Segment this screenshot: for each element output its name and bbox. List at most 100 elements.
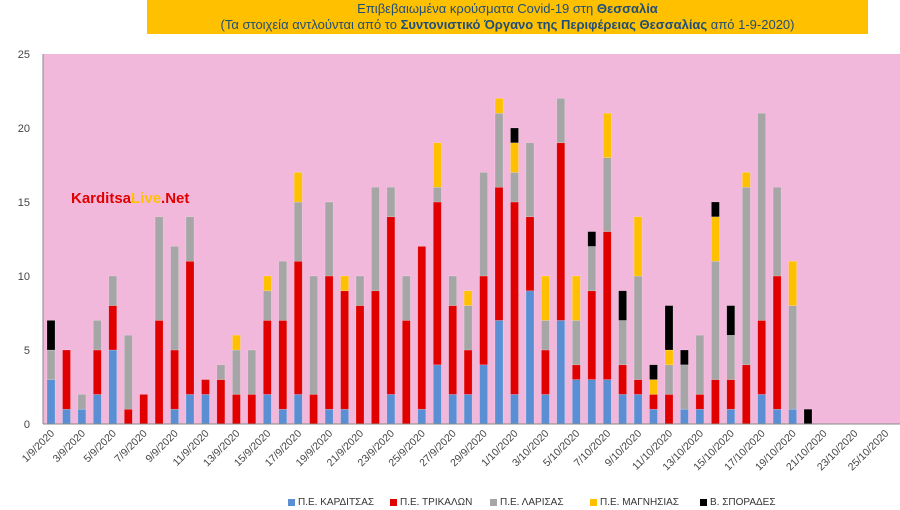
- legend-item-magnisia: Π.Ε. ΜΑΓΝΗΣΙΑΣ: [590, 497, 679, 508]
- bar-segment-larisa: [170, 246, 179, 351]
- bar-segment-magnisia: [633, 216, 643, 277]
- x-tick-label: 1/9/2020: [20, 428, 57, 465]
- bar-segment-larisa: [479, 172, 488, 277]
- bar-segment-karditsa: [788, 408, 797, 425]
- bar-segment-karditsa: [680, 408, 689, 425]
- bar-segment-karditsa: [77, 408, 87, 425]
- title-region: Θεσσαλία: [596, 1, 658, 16]
- bar-segment-karditsa: [572, 379, 581, 425]
- bar-segment-trikala: [587, 290, 597, 380]
- watermark-part-1: Karditsa: [71, 190, 132, 207]
- bar-segment-karditsa: [185, 394, 195, 425]
- bar-segment-karditsa: [324, 408, 334, 425]
- bar-segment-trikala: [448, 305, 457, 395]
- bar-segment-larisa: [232, 349, 241, 395]
- bar-segment-larisa: [494, 112, 504, 188]
- bar-segment-karditsa: [433, 364, 442, 425]
- bar-segment-magnisia: [788, 260, 797, 306]
- bar-segment-trikala: [602, 231, 612, 380]
- y-tick-label: 10: [18, 271, 30, 283]
- bar-segment-trikala: [649, 394, 658, 410]
- bar-segment-karditsa: [494, 320, 504, 425]
- bar-segment-trikala: [124, 408, 133, 425]
- bar-segment-larisa: [216, 364, 226, 380]
- bar-segment-larisa: [556, 98, 566, 144]
- bar-segment-karditsa: [757, 394, 766, 425]
- bar-segment-karditsa: [541, 394, 550, 425]
- legend-label: Β. ΣΠΟΡΑΔΕΣ: [710, 497, 776, 508]
- title-line-2: (Τα στοιχεία αντλούνται από το Συντονιστ…: [147, 17, 868, 33]
- bar-segment-trikala: [618, 364, 627, 395]
- bar-segment-larisa: [633, 275, 643, 380]
- bar-segment-trikala: [402, 320, 411, 425]
- bar-segment-trikala: [463, 349, 473, 395]
- bar-segment-trikala: [263, 320, 272, 395]
- y-axis: 0 5 10 15 20 25: [18, 49, 44, 431]
- bar-segment-karditsa: [170, 408, 179, 425]
- bar-segment-trikala: [742, 364, 751, 425]
- bars-group: [46, 98, 813, 425]
- y-tick-label: 0: [24, 419, 30, 431]
- y-tick-label: 15: [18, 197, 30, 209]
- bar-segment-sporades: [664, 305, 674, 351]
- legend-swatch-karditsa: [288, 498, 295, 506]
- bar-segment-karditsa: [340, 408, 349, 425]
- bar-segment-karditsa: [448, 394, 457, 425]
- bar-segment-karditsa: [618, 394, 627, 425]
- bar-segment-trikala: [479, 275, 488, 366]
- bar-segment-larisa: [772, 186, 782, 277]
- bar-segment-karditsa: [479, 364, 488, 425]
- x-tick-label: 3/9/2020: [51, 428, 88, 465]
- bar-segment-trikala: [371, 290, 380, 425]
- watermark-part-3: .Net: [161, 190, 190, 207]
- bar-segment-karditsa: [602, 379, 612, 425]
- watermark-logo: KarditsaLive.Net: [71, 190, 189, 207]
- bar-segment-magnisia: [649, 379, 658, 395]
- bar-segment-sporades: [649, 364, 658, 380]
- bar-segment-trikala: [201, 379, 210, 395]
- bar-segment-karditsa: [263, 394, 272, 425]
- bar-segment-karditsa: [695, 408, 705, 425]
- bar-segment-trikala: [293, 260, 303, 395]
- bar-segment-larisa: [695, 334, 705, 395]
- bar-segment-trikala: [757, 320, 766, 395]
- bar-segment-trikala: [62, 349, 71, 410]
- bar-segment-karditsa: [278, 408, 288, 425]
- bar-segment-magnisia: [541, 275, 550, 321]
- bar-segment-sporades: [726, 305, 736, 336]
- title-line-2-prefix: (Τα στοιχεία αντλούνται από το: [220, 17, 401, 32]
- x-axis: 1/9/20203/9/20205/9/20207/9/20209/9/2020…: [20, 423, 900, 473]
- bar-segment-larisa: [711, 260, 720, 380]
- bar-segment-larisa: [402, 275, 411, 321]
- bar-segment-magnisia: [293, 172, 303, 203]
- legend-label: Π.Ε. ΚΑΡΔΙΤΣΑΣ: [298, 497, 375, 508]
- bar-segment-trikala: [772, 275, 782, 410]
- bar-segment-karditsa: [93, 394, 102, 425]
- bar-segment-larisa: [433, 186, 442, 203]
- x-tick-label: 5/9/2020: [82, 428, 119, 465]
- bar-segment-trikala: [170, 349, 179, 410]
- bar-segment-sporades: [803, 408, 813, 425]
- bar-segment-trikala: [340, 290, 349, 410]
- bar-segment-magnisia: [263, 275, 272, 292]
- bar-segment-sporades: [587, 231, 597, 247]
- legend-item-sporades: Β. ΣΠΟΡΑΔΕΣ: [700, 497, 776, 508]
- bar-segment-sporades: [510, 127, 519, 144]
- bar-segment-larisa: [448, 275, 457, 306]
- bar-segment-karditsa: [556, 320, 566, 425]
- bar-segment-trikala: [633, 379, 643, 395]
- bar-segment-larisa: [726, 334, 736, 380]
- bar-segment-larisa: [463, 305, 473, 351]
- legend-item-trikala: Π.Ε. ΤΡΙΚΑΛΩΝ: [390, 497, 472, 508]
- bar-segment-larisa: [572, 320, 581, 366]
- chart-title: Επιβεβαιωμένα κρούσματα Covid-19 στη Θεσ…: [147, 0, 868, 34]
- bar-segment-karditsa: [46, 379, 56, 425]
- bar-segment-larisa: [46, 349, 56, 380]
- bar-segment-larisa: [602, 157, 612, 232]
- bar-segment-magnisia: [602, 112, 612, 158]
- bar-segment-sporades: [711, 201, 720, 218]
- bar-segment-larisa: [371, 186, 380, 292]
- y-tick-label: 25: [18, 49, 30, 61]
- bar-segment-karditsa: [463, 394, 473, 425]
